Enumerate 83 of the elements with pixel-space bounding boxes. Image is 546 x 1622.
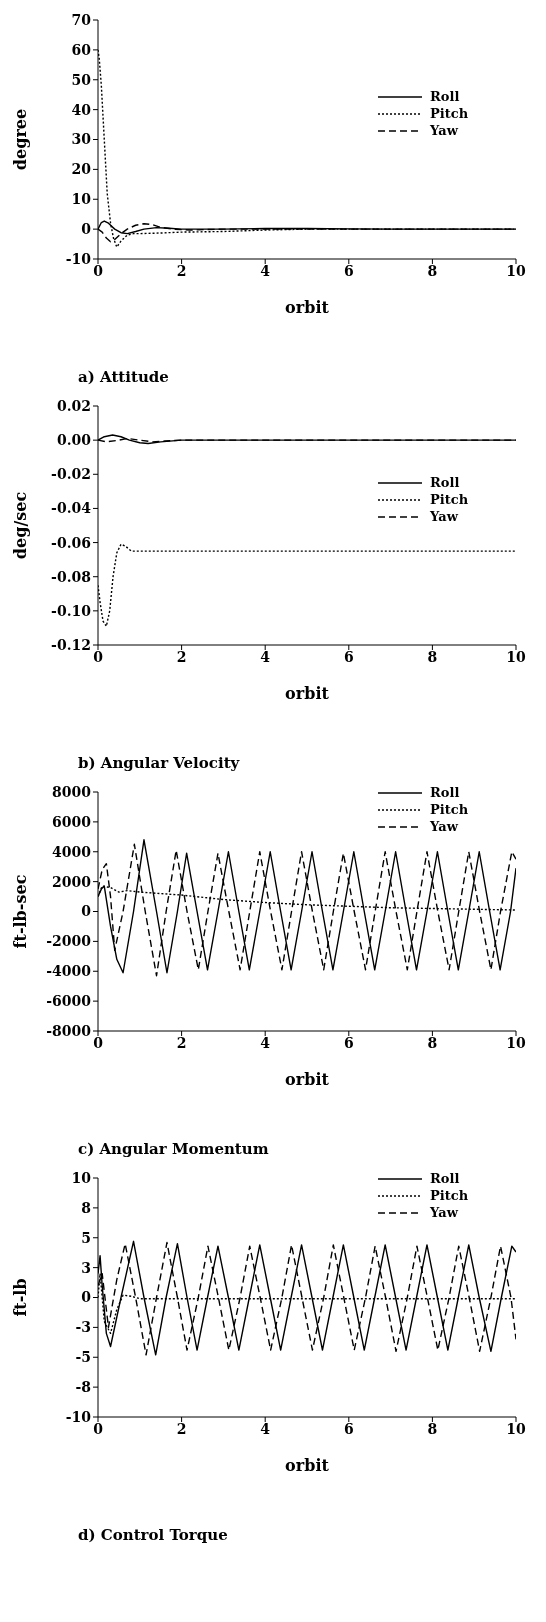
y-tick-label: 10	[71, 1169, 92, 1186]
legend-label: Roll	[430, 89, 460, 104]
y-tick-label: 8000	[52, 783, 92, 800]
x-tick-label: 6	[343, 262, 354, 279]
y-tick-label: -10	[65, 250, 92, 267]
x-tick-label: 8	[427, 1420, 438, 1437]
y-tick-label: -0.10	[51, 602, 92, 619]
legend-label: Pitch	[430, 106, 469, 121]
x-tick-label: 0	[93, 648, 104, 665]
x-tick-label: 6	[343, 1420, 354, 1437]
x-axis-title: orbit	[285, 684, 330, 703]
x-tick-label: 6	[343, 648, 354, 665]
x-tick-label: 2	[176, 648, 187, 665]
text: d) Control Torque	[78, 1526, 229, 1544]
y-tick-label: 8	[81, 1199, 91, 1216]
y-tick-label: 70	[71, 11, 92, 28]
x-tick-label: 2	[176, 1420, 187, 1437]
y-tick-label: 5	[81, 1229, 91, 1246]
y-tick-label: 50	[71, 71, 92, 88]
y-tick-label: -0.04	[51, 500, 92, 517]
y-tick-label: 10	[71, 191, 92, 208]
y-tick-label: 40	[71, 101, 92, 118]
y-tick-label: 60	[71, 41, 92, 58]
x-tick-label: 10	[506, 262, 526, 279]
x-axis-title: orbit	[285, 1070, 330, 1089]
x-tick-label: 2	[176, 1034, 187, 1051]
y-tick-label: 2000	[52, 873, 92, 890]
x-tick-label: 10	[506, 648, 526, 665]
y-tick-label: -6000	[46, 993, 92, 1010]
y-tick-label: 4000	[52, 843, 92, 860]
y-axis-title: degree	[10, 108, 30, 171]
x-tick-label: 4	[260, 262, 271, 279]
x-tick-label: 8	[427, 1034, 438, 1051]
legend-label: Yaw	[430, 123, 458, 138]
y-tick-label: -8	[75, 1379, 91, 1396]
y-tick-label: 0.00	[56, 432, 92, 449]
text: b) Angular Velocity	[78, 754, 241, 772]
x-tick-label: 10	[506, 1034, 526, 1051]
y-tick-label: -0.12	[51, 636, 91, 653]
legend-label: Pitch	[430, 492, 469, 507]
y-tick-label: 0.02	[56, 397, 91, 414]
legend-label: Roll	[430, 475, 460, 490]
y-axis-title: deg/sec	[10, 491, 30, 560]
x-tick-label: 4	[260, 1034, 271, 1051]
text: c) Angular Momentum	[78, 1140, 270, 1158]
text: a) Attitude	[78, 368, 170, 386]
x-tick-label: 8	[427, 262, 438, 279]
y-tick-label: -2000	[46, 933, 92, 950]
legend-label: Yaw	[430, 819, 458, 834]
y-tick-label: -4000	[46, 963, 92, 980]
y-tick-label: 20	[71, 161, 92, 178]
y-tick-label: 0	[81, 903, 92, 920]
y-tick-label: 0	[81, 221, 92, 238]
y-tick-label: -0.06	[51, 534, 91, 551]
x-tick-label: 0	[93, 1420, 104, 1437]
y-tick-label: -0.08	[51, 568, 91, 585]
y-tick-label: 0	[81, 1289, 92, 1306]
legend-label: Yaw	[430, 509, 458, 524]
y-tick-label: -5	[75, 1349, 91, 1366]
x-tick-label: 8	[427, 648, 438, 665]
legend-label: Pitch	[430, 802, 469, 817]
x-tick-label: 0	[93, 262, 104, 279]
y-tick-label: -8000	[46, 1022, 92, 1039]
y-tick-label: 30	[71, 131, 92, 148]
x-tick-label: 4	[260, 648, 271, 665]
x-tick-label: 2	[176, 262, 187, 279]
y-tick-label: -3	[75, 1319, 91, 1336]
x-axis-title: orbit	[285, 1456, 330, 1475]
y-tick-label: 3	[81, 1259, 91, 1276]
y-axis-title: ft-lb-sec	[10, 874, 30, 949]
x-tick-label: 0	[93, 1034, 104, 1051]
y-tick-label: -0.02	[51, 466, 91, 483]
x-tick-label: 4	[260, 1420, 271, 1437]
legend-label: Yaw	[430, 1205, 458, 1220]
x-tick-label: 10	[506, 1420, 526, 1437]
legend-label: Roll	[430, 1171, 460, 1186]
legend-label: Pitch	[430, 1188, 469, 1203]
y-tick-label: -10	[65, 1408, 92, 1425]
x-tick-label: 6	[343, 1034, 354, 1051]
y-tick-label: 6000	[52, 813, 92, 830]
x-axis-title: orbit	[285, 298, 330, 317]
y-axis-title: ft-lb	[10, 1278, 30, 1317]
legend-label: Roll	[430, 785, 460, 800]
